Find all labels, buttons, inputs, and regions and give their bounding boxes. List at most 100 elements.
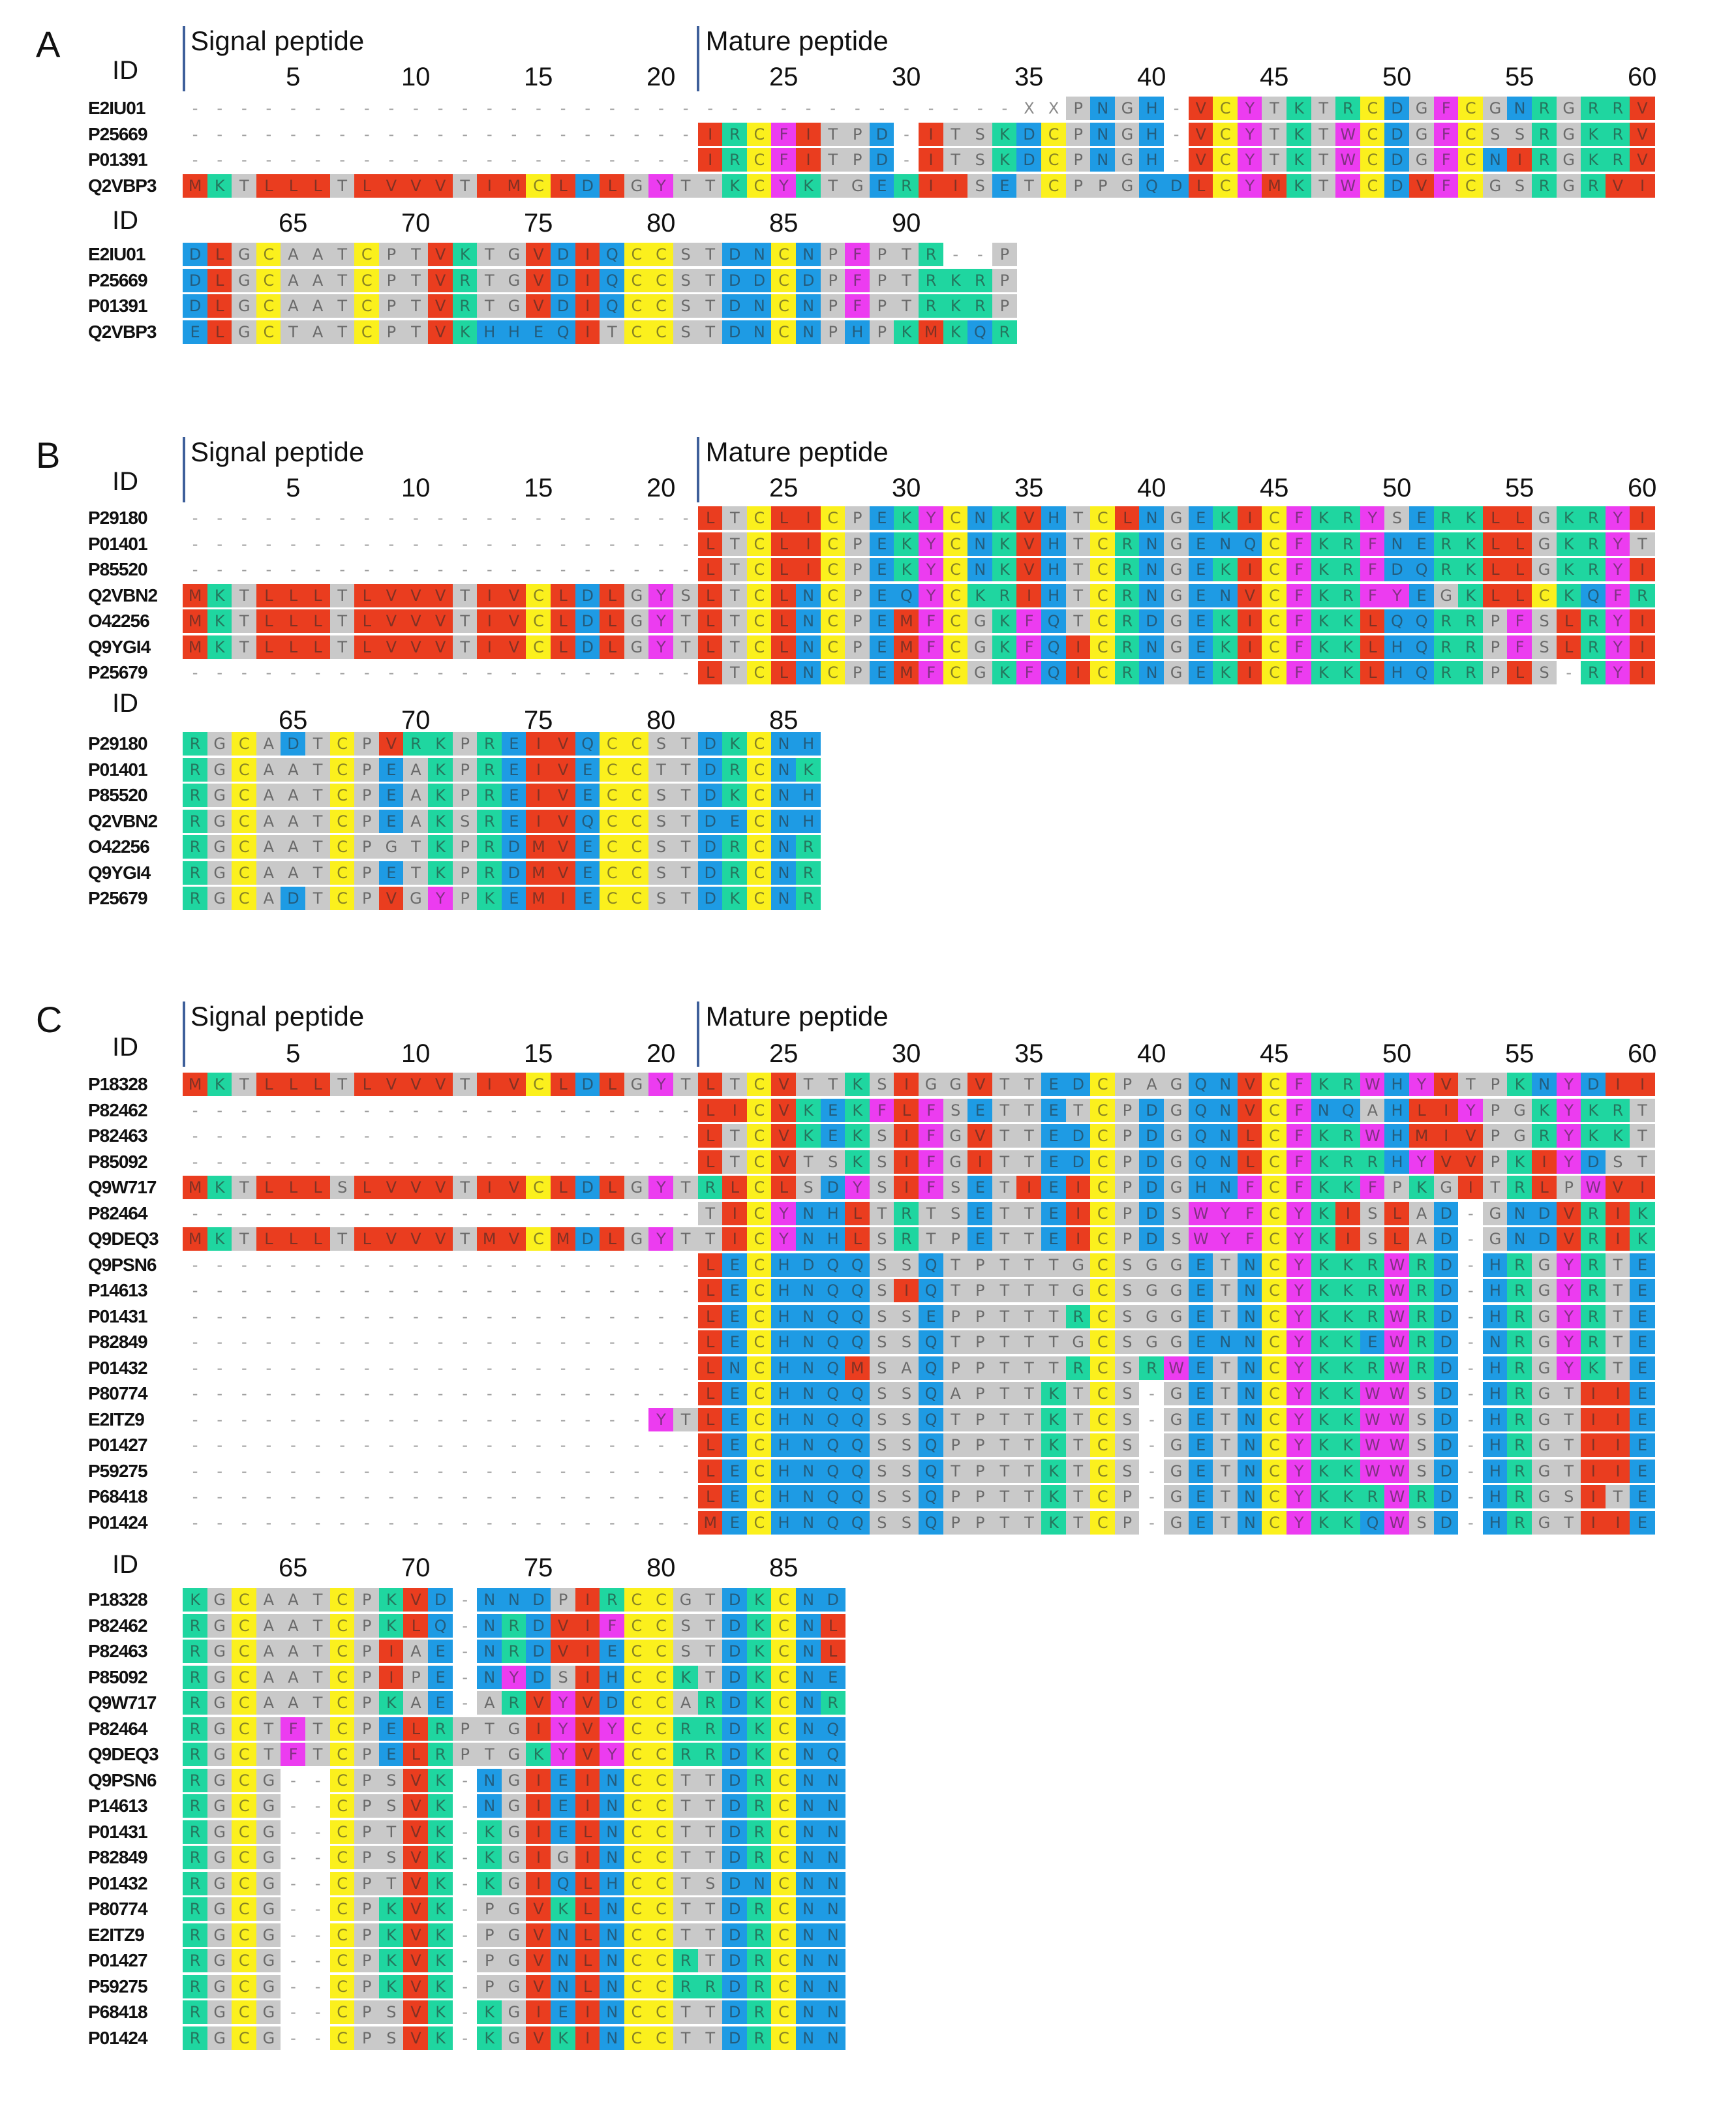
residue-cell: P bbox=[354, 1794, 380, 1818]
residue-cell: F bbox=[919, 1150, 944, 1174]
residue-cell: C bbox=[746, 635, 772, 659]
residue-cell: I bbox=[1065, 1201, 1091, 1225]
residue-cell: - bbox=[526, 1459, 551, 1483]
residue-cell: N bbox=[796, 1356, 821, 1380]
residue-cell: Q bbox=[845, 1279, 870, 1302]
residue-cell: V bbox=[526, 294, 551, 318]
residue-cell: R bbox=[1458, 661, 1484, 684]
residue-cell: C bbox=[771, 1820, 797, 1844]
residue-cell: R bbox=[1605, 97, 1630, 120]
residue-cell: K bbox=[746, 1743, 772, 1766]
residue-cell: I bbox=[477, 1073, 502, 1096]
residue-cell: - bbox=[648, 506, 674, 530]
residue-cell: - bbox=[551, 1304, 576, 1328]
residue-cell: C bbox=[1090, 1201, 1116, 1225]
residue-cell: S bbox=[943, 1201, 968, 1225]
residue-cell: - bbox=[403, 1253, 429, 1277]
residue-cell: A bbox=[281, 835, 306, 859]
residue-cell: Q bbox=[845, 1304, 870, 1328]
residue-cell: T bbox=[697, 268, 723, 292]
residue-cell: Y bbox=[648, 609, 674, 633]
residue-cell: R bbox=[697, 1176, 723, 1199]
residue-cell: - bbox=[428, 661, 453, 684]
residue-cell: - bbox=[305, 1433, 331, 1457]
residue-cell: C bbox=[1090, 1150, 1116, 1174]
residue-cell: P bbox=[820, 294, 845, 318]
residue-cell: K bbox=[1311, 1253, 1336, 1277]
residue-cell: T bbox=[796, 1150, 821, 1174]
residue-cell: N bbox=[796, 1613, 821, 1638]
sequence-id: P29180 bbox=[88, 733, 148, 754]
residue-cell: P bbox=[354, 1691, 380, 1715]
residue-cell: - bbox=[183, 1330, 208, 1354]
residue-cell: - bbox=[354, 532, 380, 556]
position-tick: 80 bbox=[646, 209, 676, 237]
residue-cell: G bbox=[1556, 122, 1581, 146]
residue-cell: E bbox=[1188, 661, 1213, 684]
residue-cell: - bbox=[551, 1407, 576, 1431]
residue-cell: T bbox=[943, 1253, 968, 1277]
residue-cell: D bbox=[697, 809, 723, 833]
residue-cell: C bbox=[648, 1613, 674, 1638]
residue-cell: I bbox=[526, 784, 551, 807]
residue-cell: - bbox=[232, 1279, 257, 1302]
residue-cell: S bbox=[869, 1304, 894, 1328]
residue-cell: K bbox=[207, 1073, 232, 1096]
residue-cell: - bbox=[943, 97, 968, 120]
residue-cell: F bbox=[1507, 635, 1532, 659]
residue-cell: C bbox=[1262, 1459, 1287, 1483]
residue-cell: C bbox=[256, 243, 281, 266]
residue-cell: C bbox=[771, 268, 797, 292]
residue-cell: K bbox=[428, 1820, 453, 1844]
residue-cell: - bbox=[329, 97, 355, 120]
residue-cell: R bbox=[1360, 1485, 1385, 1508]
residue-cell: - bbox=[329, 1382, 355, 1405]
residue-cell: P bbox=[354, 861, 380, 885]
residue-cell: R bbox=[1507, 1356, 1532, 1380]
sequence-id: P82464 bbox=[88, 1202, 148, 1223]
residue-cell: G bbox=[256, 1768, 281, 1792]
residue-cell: - bbox=[329, 122, 355, 146]
residue-cell: G bbox=[1065, 1279, 1091, 1302]
residue-cell: R bbox=[697, 1974, 723, 1998]
residue-cell: R bbox=[183, 835, 208, 859]
residue-cell: - bbox=[281, 1279, 306, 1302]
residue-cell: G bbox=[1114, 148, 1140, 172]
residue-cell: - bbox=[354, 1407, 380, 1431]
residue-cell: V bbox=[1188, 122, 1213, 146]
residue-cell: - bbox=[673, 661, 699, 684]
residue-cell: K bbox=[992, 635, 1017, 659]
residue-cell: G bbox=[501, 2026, 526, 2050]
residue-cell: - bbox=[281, 1150, 306, 1174]
residue-cell: C bbox=[232, 861, 257, 885]
residue-cell: P bbox=[1065, 97, 1091, 120]
residue-cell: E bbox=[1630, 1356, 1655, 1380]
residue-cell: K bbox=[1335, 1356, 1361, 1380]
residue-cell: L bbox=[207, 243, 232, 266]
residue-cell: - bbox=[232, 1356, 257, 1380]
residue-cell: L bbox=[354, 174, 380, 198]
residue-cell: G bbox=[207, 1768, 232, 1792]
residue-cell: C bbox=[232, 1743, 257, 1766]
residue-cell: V bbox=[551, 809, 576, 833]
residue-cell: K bbox=[722, 887, 748, 910]
residue-cell: Y bbox=[919, 583, 944, 607]
sequence-id: P01401 bbox=[88, 533, 148, 554]
residue-cell: C bbox=[1213, 148, 1238, 172]
position-tick: 20 bbox=[646, 1039, 676, 1068]
residue-cell: L bbox=[697, 1330, 723, 1354]
residue-cell: C bbox=[329, 1768, 355, 1792]
residue-cell: T bbox=[329, 609, 355, 633]
residue-cell: K bbox=[1311, 1176, 1336, 1199]
residue-cell: - bbox=[207, 1459, 232, 1483]
residue-cell: - bbox=[232, 1510, 257, 1535]
residue-cell: Y bbox=[1605, 558, 1630, 581]
residue-cell: L bbox=[305, 1073, 331, 1096]
residue-cell: C bbox=[648, 1871, 674, 1895]
residue-cell: - bbox=[354, 97, 380, 120]
residue-cell: D bbox=[722, 320, 748, 344]
residue-cell: C bbox=[746, 1253, 772, 1277]
residue-cell: - bbox=[281, 1124, 306, 1148]
sequence-id: P01391 bbox=[88, 149, 148, 170]
residue-cell: K bbox=[1311, 1073, 1336, 1096]
